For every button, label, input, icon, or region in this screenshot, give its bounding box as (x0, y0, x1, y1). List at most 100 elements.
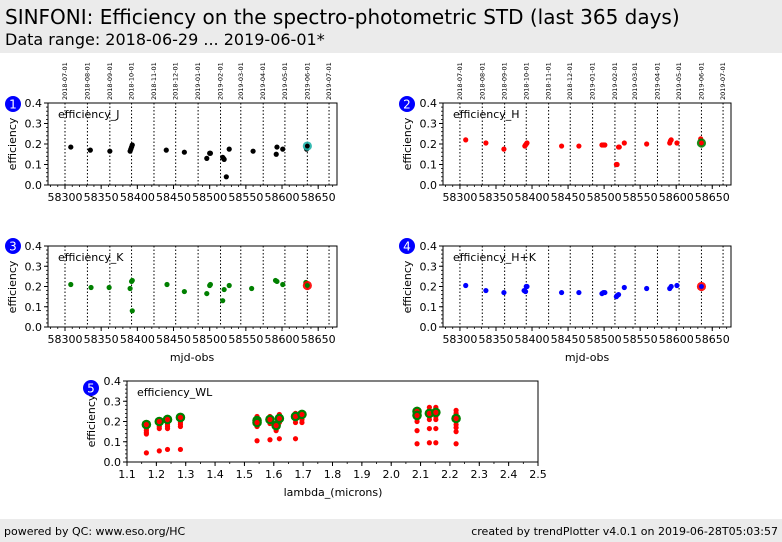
x-tick-label: 58600 (659, 333, 694, 346)
page-title: SINFONI: Efficiency on the spectro-photo… (5, 5, 680, 29)
data-point (276, 436, 282, 442)
x-tick-label: 2.0 (382, 468, 400, 481)
x-tick-label: 58300 (442, 191, 477, 204)
data-point (274, 278, 280, 285)
highlight-center (699, 140, 704, 146)
y-tick-label: 0.3 (420, 118, 438, 131)
month-label: 2018-07-01 (456, 62, 464, 100)
x-tick-label: 58600 (265, 191, 300, 204)
footer-powered-by: powered by QC: www.eso.org/HC (4, 525, 186, 538)
data-point (143, 431, 149, 437)
month-label: 2019-04-01 (653, 62, 661, 100)
footer: powered by QC: www.eso.org/HC created by… (0, 519, 782, 542)
highlight-center (156, 418, 162, 425)
x-tick-label: 58650 (301, 333, 336, 346)
data-point (453, 441, 459, 447)
data-point (250, 148, 256, 154)
plot-frame (126, 380, 539, 463)
data-point (181, 149, 187, 155)
data-point (223, 174, 229, 180)
data-point (280, 281, 286, 288)
x-tick-label: 58400 (515, 191, 550, 204)
header: SINFONI: Efficiency on the spectro-photo… (0, 0, 782, 53)
plot-frame (47, 102, 338, 186)
data-point (156, 448, 162, 454)
y-tick-label: 0.2 (420, 281, 438, 294)
data-point (68, 281, 74, 288)
y-tick-label: 0.3 (25, 118, 43, 131)
x-tick-label: 2.1 (412, 468, 430, 481)
data-point (107, 148, 113, 154)
x-tick-label: 58600 (265, 333, 300, 346)
plot-number: 4 (403, 240, 411, 254)
x-tick-label: 58550 (228, 191, 263, 204)
x-tick-label: 58400 (120, 191, 155, 204)
month-label: 2018-11-01 (545, 62, 553, 100)
highlight-center (254, 419, 260, 426)
x-tick-label: 58300 (442, 333, 477, 346)
data-point (254, 438, 260, 444)
month-label: 2018-11-01 (150, 62, 158, 100)
x-tick-label: 58350 (84, 333, 119, 346)
x-tick-label: 2.5 (529, 468, 547, 481)
data-point (68, 144, 74, 150)
data-point (576, 143, 582, 149)
x-tick-label: 1.5 (236, 468, 254, 481)
chart-4: 0.0 0.1 0.2 0.3 0.4 58300 58350 58400 58450 58500… (399, 238, 732, 364)
data-point (156, 425, 162, 432)
data-point (501, 146, 507, 152)
month-label: 2019-01-01 (589, 62, 597, 100)
month-label: 2019-02-01 (611, 62, 619, 100)
x-axis-label: lambda_(microns) (284, 486, 383, 499)
x-tick-label: 1.9 (353, 468, 371, 481)
data-point (674, 140, 680, 146)
data-point (164, 446, 171, 453)
x-tick-label: 2.2 (441, 468, 459, 481)
month-label: 2019-03-01 (631, 62, 639, 100)
data-point (576, 289, 582, 296)
highlight-center (267, 416, 273, 423)
plot-number-badge (399, 238, 415, 254)
highlight-center (304, 283, 310, 288)
data-point (280, 146, 286, 152)
x-axis-label: mjd-obs (170, 351, 215, 364)
data-point (164, 281, 170, 288)
data-point (292, 419, 299, 426)
data-point (129, 308, 135, 314)
chart-3: 0.0 0.1 0.2 0.3 0.4 58300 58350 58400 58450 58500… (5, 238, 338, 364)
data-point (615, 292, 622, 298)
x-tick-label: 58550 (228, 333, 263, 346)
chart-5: 0.0 0.1 0.2 0.3 0.4 1.1 1.2 1.3 1.4 1.5 1.6 1.7 1.8 1… (83, 375, 547, 499)
x-tick-label: 58450 (156, 191, 191, 204)
plot-number-badge (399, 96, 415, 112)
footer-created-by: created by trendPlotter v4.0.1 on 2019-0… (471, 525, 778, 538)
data-point (453, 424, 459, 431)
x-tick-label: 58300 (48, 191, 83, 204)
data-point (501, 289, 507, 296)
data-point (249, 285, 255, 292)
y-tick-label: 0.2 (25, 138, 43, 151)
x-tick-label: 58500 (192, 191, 227, 204)
data-point (129, 277, 135, 284)
x-tick-label: 58550 (623, 333, 658, 346)
highlight-center (164, 416, 171, 423)
month-label: 2019-07-01 (719, 62, 727, 100)
x-tick-label: 58450 (156, 333, 191, 346)
data-point (226, 282, 232, 289)
data-point (463, 282, 469, 289)
x-tick-label: 58500 (192, 333, 227, 346)
plot-number: 5 (87, 382, 95, 396)
highlight-center (143, 421, 149, 428)
x-tick-label: 58350 (84, 191, 119, 204)
x-tick-label: 58500 (587, 333, 622, 346)
month-label: 2019-05-01 (281, 62, 289, 100)
y-tick-label: 0.1 (420, 159, 438, 172)
highlight-center (414, 412, 420, 419)
x-tick-label: 58650 (695, 191, 730, 204)
plot-number: 3 (9, 240, 17, 254)
data-point (426, 416, 432, 423)
x-tick-label: 58600 (659, 191, 694, 204)
x-tick-label: 58300 (48, 333, 83, 346)
plot-number-badge (5, 96, 21, 112)
y-tick-label: 0.4 (25, 240, 43, 253)
